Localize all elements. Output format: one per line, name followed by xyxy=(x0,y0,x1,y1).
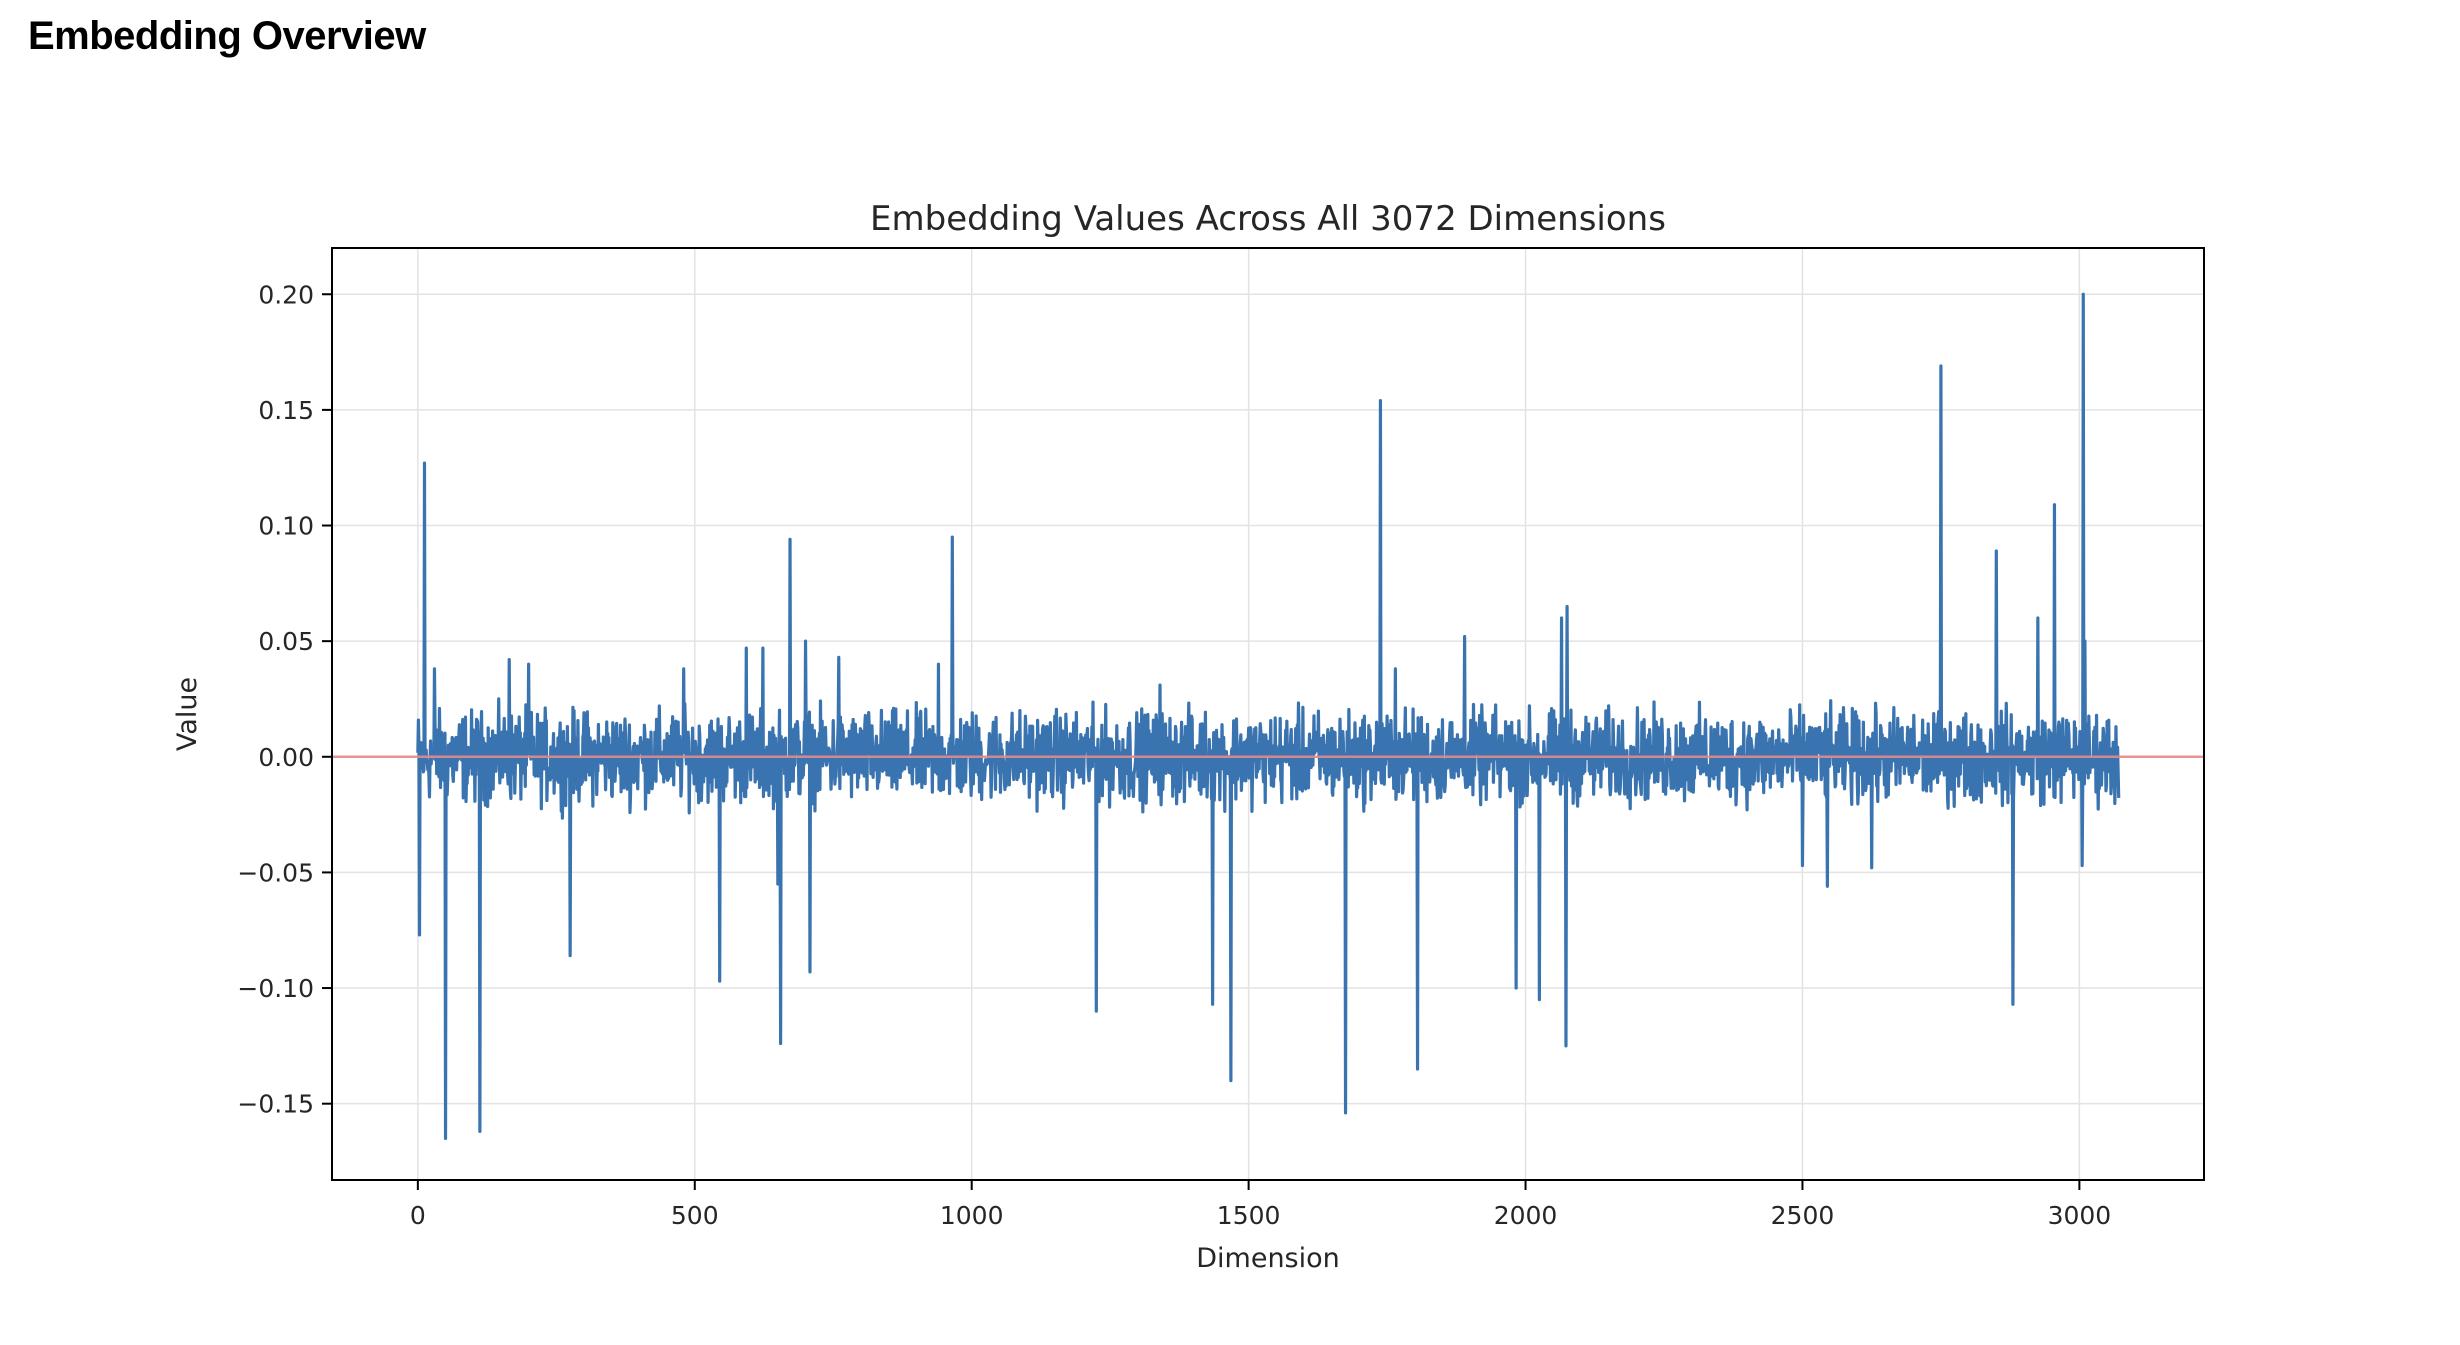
x-tick-label: 0 xyxy=(410,1201,426,1230)
y-tick-label: 0.20 xyxy=(258,280,314,309)
x-tick-label: 3000 xyxy=(2048,1201,2112,1230)
series-layer xyxy=(416,292,2121,1140)
x-tick-label: 2000 xyxy=(1494,1201,1558,1230)
y-tick-label: 0.10 xyxy=(258,512,314,541)
y-tick-label: 0.15 xyxy=(258,396,314,425)
x-axis-label: Dimension xyxy=(1196,1243,1340,1274)
x-tick-label: 500 xyxy=(671,1201,719,1230)
series-line xyxy=(416,292,2121,1140)
y-axis-label: Value xyxy=(172,677,203,751)
y-tick-label: 0.05 xyxy=(258,627,314,656)
grid xyxy=(332,248,2204,1180)
y-tick-label: −0.05 xyxy=(237,858,314,887)
chart-title: Embedding Values Across All 3072 Dimensi… xyxy=(870,199,1666,239)
x-tick-label: 1000 xyxy=(940,1201,1004,1230)
x-tick-label: 2500 xyxy=(1771,1201,1835,1230)
x-tick-label: 1500 xyxy=(1217,1201,1281,1230)
ticks: 0 500 1000 1500 2000 2500 3000 −0.15 −0.10 −0.05 0… xyxy=(237,280,2111,1230)
page-title: Embedding Overview xyxy=(28,14,426,58)
plot-frame xyxy=(331,247,2205,1181)
y-tick-label: −0.15 xyxy=(237,1090,314,1119)
y-tick-label: 0.00 xyxy=(258,743,314,772)
y-tick-label: −0.10 xyxy=(237,974,314,1003)
